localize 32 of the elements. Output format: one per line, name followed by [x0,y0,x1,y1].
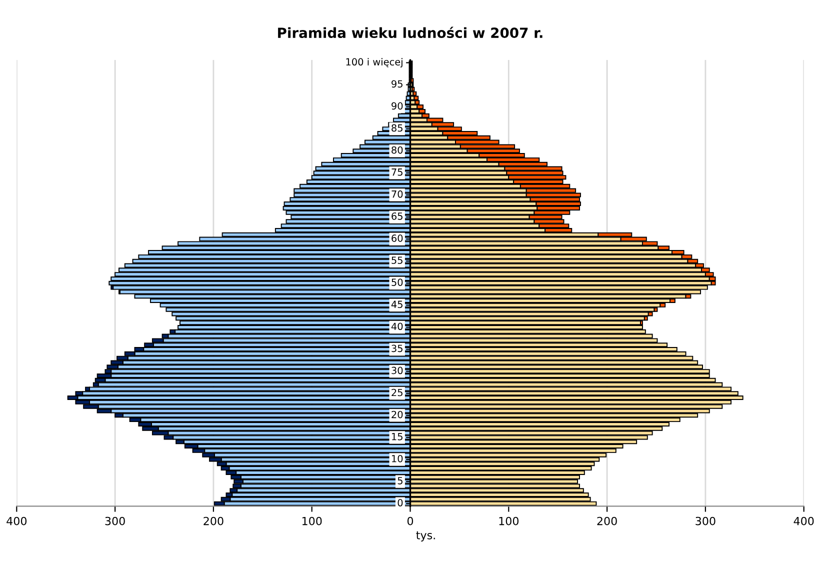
y-tick-label: 0 [398,499,403,506]
x-tick-label: 100 [499,516,519,526]
y-tick-label: 70 [392,190,403,198]
x-tick-label: 200 [597,516,617,526]
x-tick-label: 100 [302,516,322,526]
y-tick-label: 40 [391,322,403,330]
y-tick-label: 20 [392,410,403,418]
y-tick-label: 25 [392,388,402,396]
chart-title: Piramida wieku ludności w 2007 r. [278,26,542,38]
y-tick-label: 15 [392,433,402,440]
x-tick-label: 0 [407,516,414,526]
y-tick-label: 100 i więcej [346,58,402,68]
y-tick-label: 60 [392,234,403,242]
y-tick-label: 65 [392,212,402,220]
x-tick-label: 400 [794,516,814,526]
y-tick-label: 30 [392,366,403,374]
x-tick-label: 400 [6,516,27,526]
y-tick-label: 10 [392,454,403,462]
y-tick-label: 85 [392,124,402,132]
x-axis-title: tys. [416,531,435,542]
x-tick-label: 300 [696,516,716,526]
y-tick-label: 35 [392,344,402,352]
y-tick-label: 95 [392,80,402,88]
y-tick-label: 45 [391,300,402,308]
x-tick-label: 300 [105,516,125,526]
y-tick-label: 75 [392,168,402,176]
x-tick-label: 200 [204,516,224,526]
y-tick-label: 90 [392,102,403,110]
y-tick-label: 50 [392,278,403,286]
y-tick-label: 5 [398,477,402,484]
y-tick-label: 80 [392,146,403,154]
y-tick-label: 55 [392,256,402,264]
